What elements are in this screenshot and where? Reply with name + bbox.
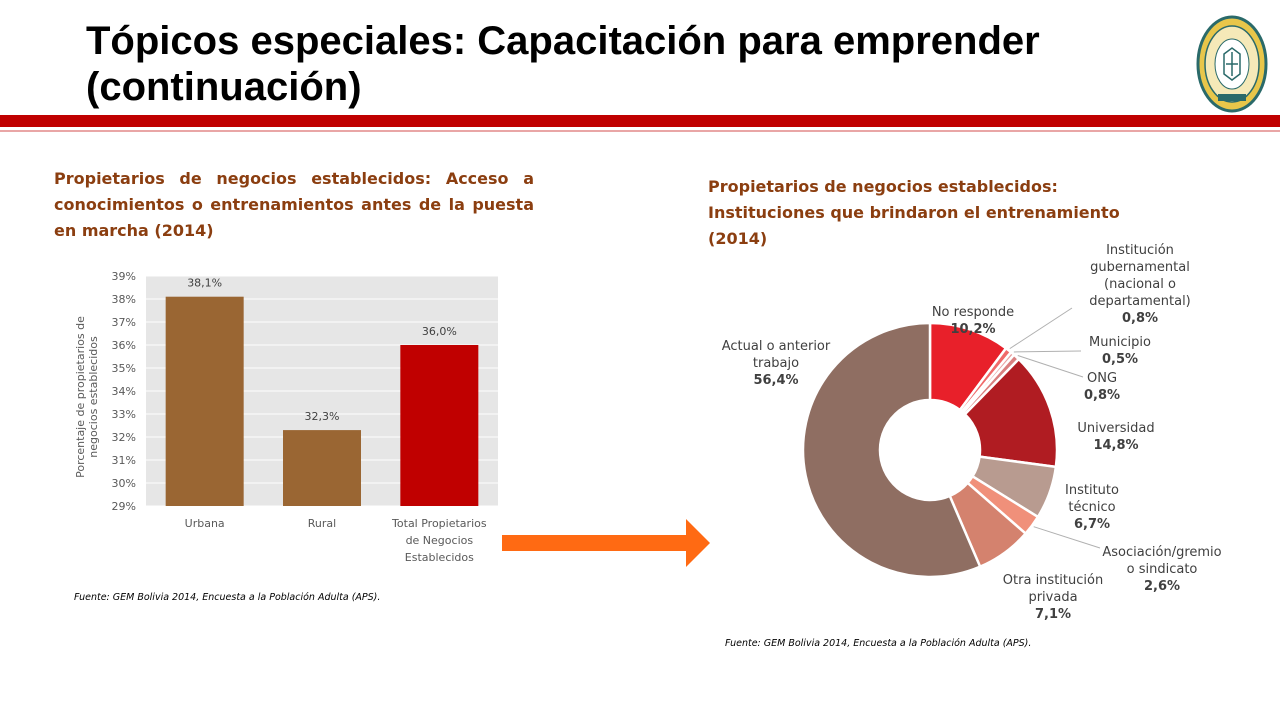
university-seal-icon	[1196, 15, 1268, 113]
y-tick-label: 30%	[112, 477, 136, 490]
x-tick-label: Urbana	[185, 517, 225, 530]
y-tick-label: 38%	[112, 293, 136, 306]
header-divider-shadow	[0, 130, 1280, 132]
y-tick-label: 36%	[112, 339, 136, 352]
header-divider	[0, 115, 1280, 127]
slice-label: departamental)	[1089, 294, 1191, 309]
bar-chart-title: Propietarios de negocios establecidos: A…	[54, 169, 534, 240]
bar-data-label: 32,3%	[305, 410, 340, 423]
slice-label: No responde	[932, 305, 1014, 320]
slice-label: Asociación/gremio	[1102, 545, 1221, 560]
slice-label: técnico	[1068, 500, 1115, 515]
slice-label: privada	[1028, 590, 1077, 605]
slice-label: Municipio	[1089, 335, 1151, 350]
bar-chart: 29% 30% 31% 32% 33% 34% 35% 36% 37% 38% 39% 38,1% Ur…	[74, 270, 498, 564]
y-tick-label: 33%	[112, 408, 136, 421]
slice-value-label: 56,4%	[753, 373, 798, 388]
y-tick-label: 34%	[112, 385, 136, 398]
y-axis-label: Porcentaje de propietarios denegocios es…	[74, 316, 100, 478]
donut-chart: No responde 10,2% Institución gubernamental…	[722, 243, 1222, 622]
slice-label: Actual o anterior	[722, 339, 831, 354]
slice-label: Instituto	[1065, 483, 1119, 498]
x-tick-label: Total Propietarios	[391, 517, 487, 530]
x-tick-label: Establecidos	[405, 551, 474, 564]
donut-slice	[963, 357, 1059, 469]
bar-data-label: 36,0%	[422, 325, 457, 338]
bar	[165, 296, 244, 506]
y-tick-label: 39%	[112, 270, 136, 283]
slice-value-label: 6,7%	[1074, 517, 1110, 532]
leader-line	[1013, 350, 1082, 353]
slice-label: (nacional o	[1104, 277, 1176, 292]
slice-value-label: 2,6%	[1144, 579, 1180, 594]
donut-slice	[801, 321, 982, 579]
slice-label: ONG	[1087, 371, 1117, 386]
y-tick-label: 37%	[112, 316, 136, 329]
slice-value-label: 0,8%	[1084, 388, 1120, 403]
slice-value-label: 14,8%	[1093, 438, 1138, 453]
bar	[283, 430, 361, 506]
donut-chart-title: Propietarios de negocios establecidos: I…	[708, 177, 1120, 248]
arrow-right-icon	[502, 519, 710, 567]
leader-line	[1033, 526, 1101, 549]
y-tick-label: 35%	[112, 362, 136, 375]
slice-value-label: 7,1%	[1035, 607, 1071, 622]
slice-value-label: 0,8%	[1122, 311, 1158, 326]
slice-value-label: 10,2%	[950, 322, 995, 337]
leader-line	[1017, 355, 1084, 378]
leader-line	[1009, 307, 1073, 350]
y-tick-label: 32%	[112, 431, 136, 444]
slice-value-label: 0,5%	[1102, 352, 1138, 367]
slice-label: Universidad	[1077, 421, 1154, 436]
bar-data-label: 38,1%	[187, 277, 222, 290]
donut-chart-source: Fuente: GEM Bolivia 2014, Encuesta a la …	[725, 638, 1032, 649]
slide-title: Tópicos especiales: Capacitación para em…	[86, 19, 1040, 109]
bar-chart-source: Fuente: GEM Bolivia 2014, Encuesta a la …	[74, 592, 381, 603]
slice-label: gubernamental	[1090, 260, 1190, 275]
slice-label: o sindicato	[1127, 562, 1198, 577]
y-tick-label: 31%	[112, 454, 136, 467]
slice-label: trabajo	[753, 356, 799, 371]
y-tick-label: 29%	[112, 500, 136, 513]
x-tick-label: de Negocios	[406, 534, 474, 547]
slice-label: Institución	[1106, 243, 1174, 258]
bar	[400, 345, 479, 506]
slice-label: Otra institución	[1003, 573, 1103, 588]
x-tick-label: Rural	[308, 517, 336, 530]
